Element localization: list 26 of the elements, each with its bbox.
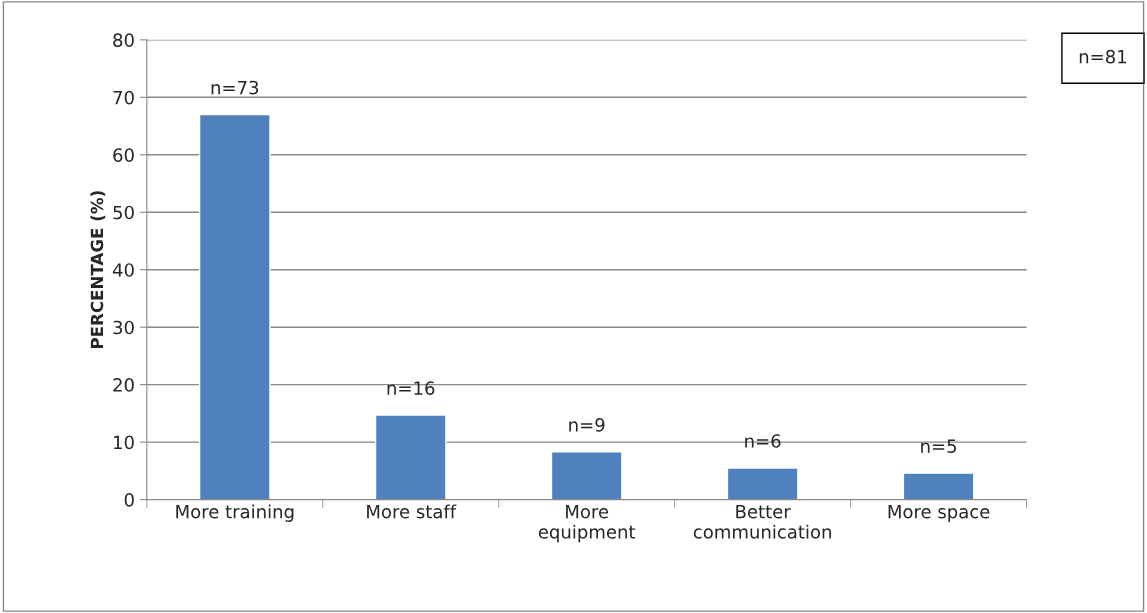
y-tick-label: 0 [124, 493, 134, 507]
y-tick-label: 10 [114, 435, 134, 450]
annotation: n=9 [569, 418, 605, 432]
text: n=81 [1079, 49, 1127, 64]
y-tick-label: 20 [113, 378, 134, 392]
y-tick-label: 30 [113, 320, 134, 335]
bar [374, 414, 447, 500]
x-tick-label: More staff [367, 504, 457, 519]
y-tick-label: 60 [113, 148, 134, 162]
x-tick-label: More space [888, 505, 990, 522]
x-tick-label: More training [176, 504, 294, 522]
annotation: n=5 [921, 439, 957, 453]
y-axis-title: PERCENTAGE (%) [90, 191, 106, 349]
annotation: n=73 [211, 80, 259, 95]
bar [550, 451, 623, 500]
bar [198, 113, 271, 500]
y-tick-label: 80 [113, 33, 134, 47]
bar [726, 467, 799, 500]
annotation: n=16 [387, 381, 435, 395]
bar [902, 472, 975, 500]
x-tick-label: More equipment [538, 505, 636, 543]
y-tick-label: 40 [112, 263, 134, 277]
x-tick-label: Better communication [693, 505, 831, 539]
y-tick-label: 70 [113, 90, 134, 105]
y-tick-label: 50 [113, 205, 134, 220]
annotation: n=6 [745, 434, 781, 448]
